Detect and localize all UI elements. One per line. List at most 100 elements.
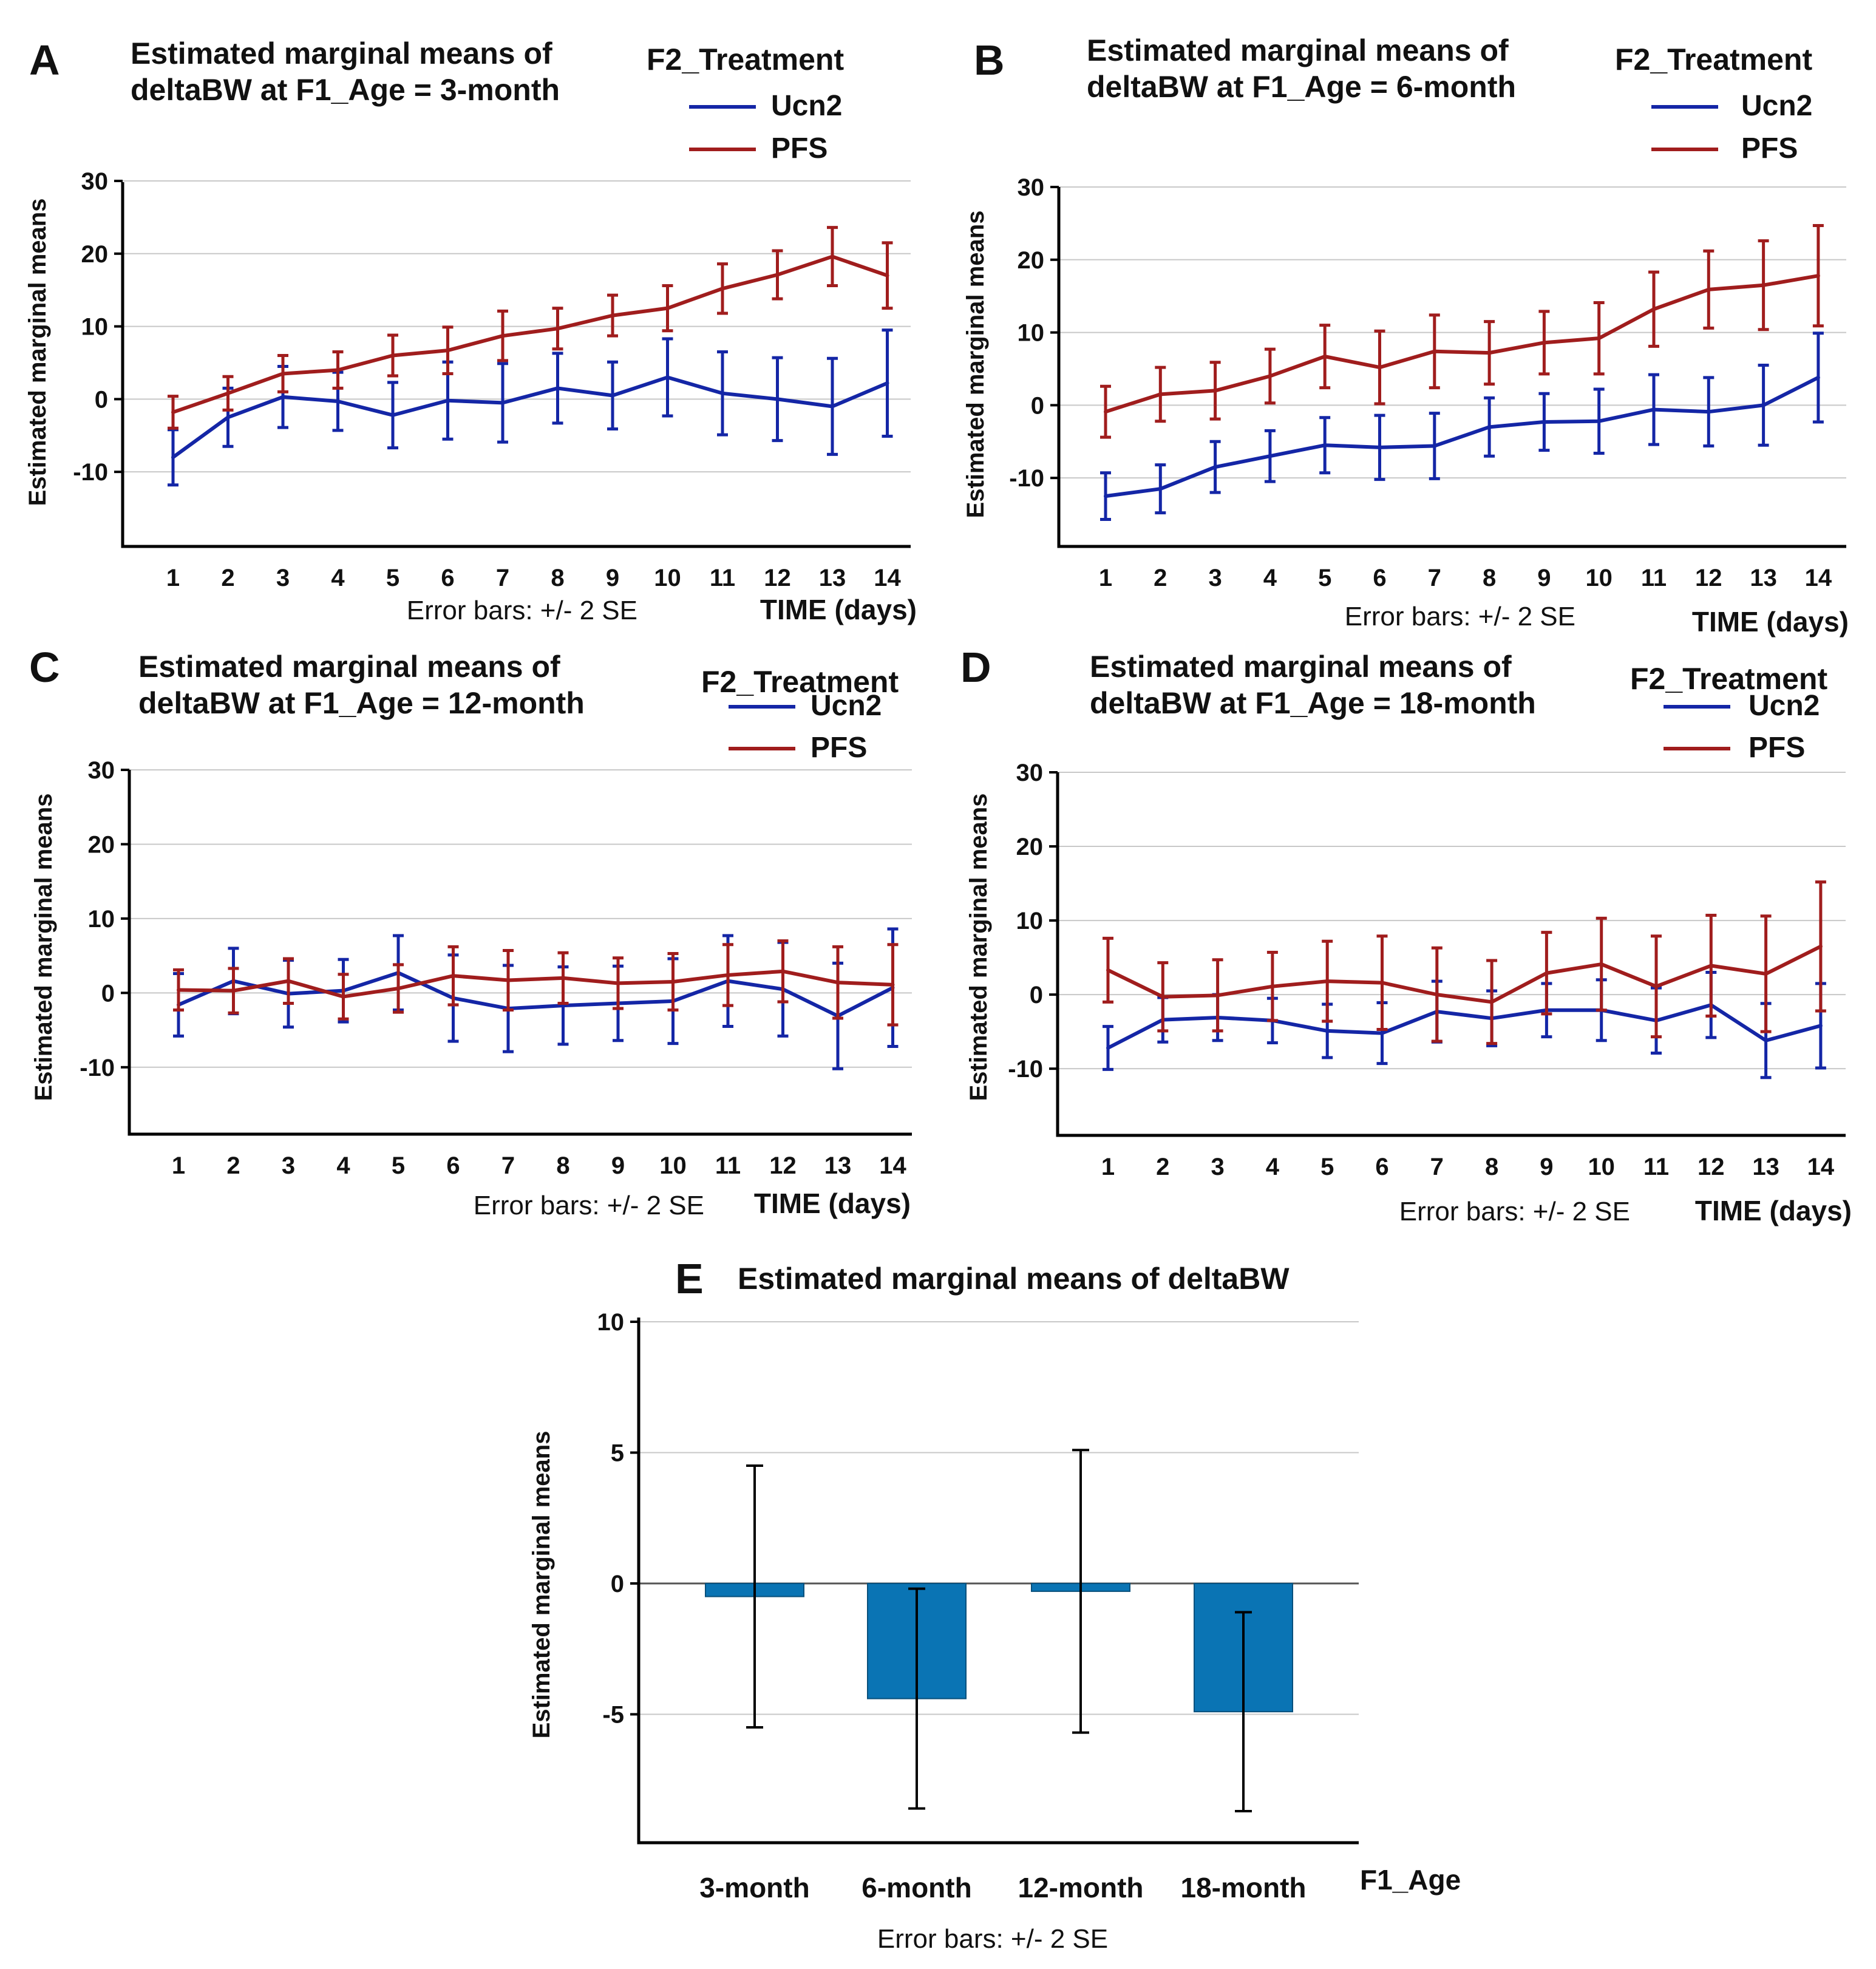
x-tick-label: 4 [1263, 565, 1277, 591]
x-tick-label: 9 [1540, 1154, 1553, 1180]
x-tick-label: 6 [1373, 565, 1386, 591]
x-tick-label: 6 [441, 565, 454, 591]
x-tick-label: 6 [446, 1152, 460, 1179]
data-point-pfs [1542, 341, 1546, 345]
y-tick-label: 30 [81, 168, 109, 195]
y-axis-label: Estimated marginal means [965, 794, 992, 1101]
panel-title-line1: Estimated marginal means of [131, 36, 552, 70]
legend-title: F2_Treatment [647, 43, 844, 77]
data-point-pfs [1435, 993, 1439, 997]
panel-title-line2: deltaBW at F1_Age = 3-month [131, 73, 560, 107]
data-point-pfs [1268, 374, 1272, 378]
panel-letter: C [29, 644, 60, 691]
data-point-pfs [1378, 366, 1382, 370]
panel-letter: E [675, 1255, 704, 1302]
x-tick-label: 2 [1156, 1154, 1169, 1180]
y-tick-label: 20 [88, 831, 115, 858]
error-bar-note: Error bars: +/- 2 SE [1345, 602, 1575, 631]
panel-title-line1: Estimated marginal means of [1087, 33, 1509, 67]
x-tick-label: 5 [386, 565, 399, 591]
data-point-pfs [1104, 410, 1107, 414]
series-line-pfs [1107, 945, 1822, 1004]
y-tick-label: 20 [1018, 247, 1045, 274]
x-tick-label: 9 [1537, 565, 1551, 591]
data-point-pfs [1490, 1000, 1494, 1004]
data-point-ucn2 [1542, 420, 1546, 424]
x-tick-label: 3 [1208, 565, 1222, 591]
panel-title: Estimated marginal means of deltaBW [738, 1262, 1290, 1296]
panel-letter: D [960, 644, 991, 691]
x-tick-label: 7 [1428, 565, 1441, 591]
data-point-ucn2 [1761, 403, 1766, 407]
data-point-ucn2 [665, 375, 670, 379]
series-ucn2 [173, 927, 899, 1070]
x-tick-label: 14 [1805, 565, 1832, 591]
data-point-pfs [1818, 944, 1823, 948]
data-point-pfs [1816, 274, 1820, 278]
x-tick-label: 13 [1750, 565, 1777, 591]
legend-label-pfs: PFS [811, 732, 867, 764]
data-point-pfs [396, 987, 400, 990]
data-point-pfs [451, 974, 455, 978]
axes [121, 182, 911, 548]
panel-letter: B [974, 36, 1005, 84]
x-tick-label: 11 [1641, 565, 1667, 591]
panel-title-line2: deltaBW at F1_Age = 12-month [138, 686, 585, 720]
x-tick-label: 5 [392, 1152, 405, 1179]
series-line-ucn2 [177, 971, 894, 1018]
x-tick-label: 3 [1211, 1154, 1224, 1180]
x-tick-label: 1 [172, 1152, 185, 1179]
x-tick-label: 9 [611, 1152, 625, 1179]
x-tick-label: 8 [556, 1152, 569, 1179]
x-tick-label: 10 [1585, 565, 1613, 591]
x-category-label: 18-month [1181, 1872, 1307, 1903]
series-line-pfs [172, 254, 888, 414]
data-point-pfs [1215, 993, 1220, 998]
panel-letter: A [29, 36, 60, 84]
x-tick-label: 12 [769, 1152, 797, 1179]
y-tick-label: 10 [1016, 908, 1044, 934]
x-tick-label: 13 [819, 565, 846, 591]
data-point-pfs [1761, 283, 1766, 287]
y-tick-label: 10 [81, 314, 109, 341]
axes [1056, 772, 1846, 1137]
data-point-pfs [1270, 984, 1274, 988]
y-tick-label: 30 [1018, 174, 1045, 201]
y-tick-label: 0 [1030, 982, 1043, 1008]
data-point-ucn2 [831, 404, 834, 409]
data-point-pfs [726, 973, 730, 977]
data-point-ucn2 [336, 399, 340, 403]
data-point-ucn2 [1707, 410, 1711, 414]
data-point-pfs [556, 327, 560, 331]
x-tick-label: 2 [1154, 565, 1167, 591]
data-point-ucn2 [501, 401, 505, 405]
legend-title: F2_Treatment [1615, 43, 1812, 77]
x-tick-label: 10 [654, 565, 681, 591]
data-point-pfs [1597, 336, 1601, 341]
data-point-pfs [611, 313, 614, 318]
data-point-pfs [226, 391, 230, 395]
data-point-pfs [1161, 995, 1165, 999]
data-point-ucn2 [446, 398, 450, 403]
series-line-ucn2 [1105, 376, 1820, 498]
data-point-pfs [775, 273, 780, 277]
x-axis-label: TIME (days) [754, 1188, 911, 1219]
y-tick-label: -5 [602, 1702, 624, 1729]
y-tick-label: 5 [611, 1440, 624, 1467]
x-tick-label: 7 [501, 1152, 515, 1179]
data-point-ucn2 [171, 455, 175, 460]
data-point-ucn2 [1432, 444, 1436, 448]
x-tick-label: 9 [606, 565, 619, 591]
data-point-ucn2 [1818, 1024, 1823, 1028]
series-line-pfs [178, 969, 893, 999]
x-tick-label: 12 [764, 565, 791, 591]
data-point-pfs [616, 981, 620, 985]
panel-title-line1: Estimated marginal means of [1090, 650, 1512, 684]
